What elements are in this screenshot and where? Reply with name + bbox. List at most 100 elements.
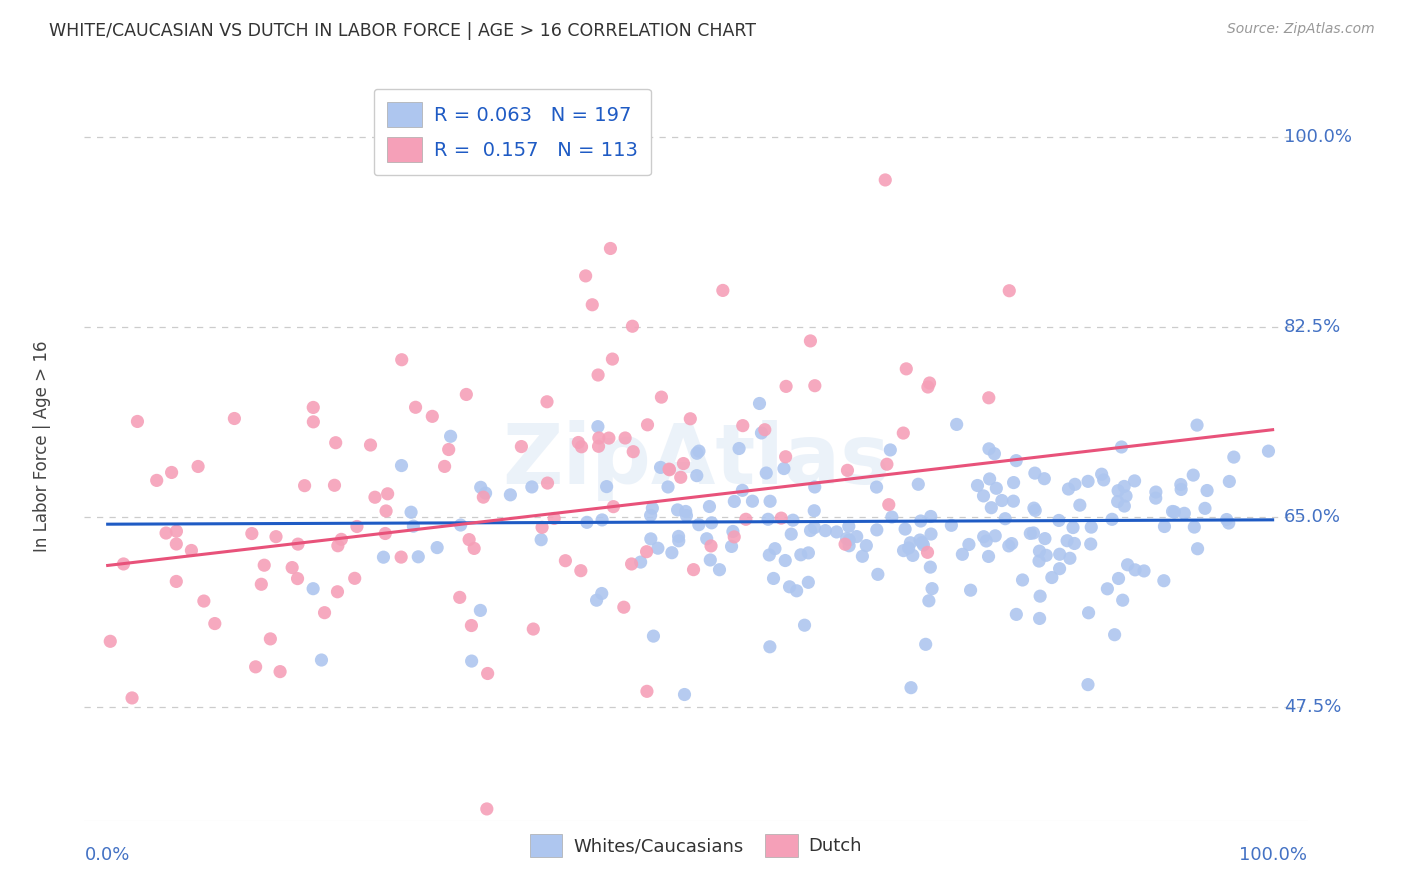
Point (647, 541, 669, 556)
Point (224, 411, 246, 425)
Point (294, 478, 316, 492)
Point (979, 472, 1001, 486)
Point (1107, 494, 1129, 508)
Point (204, 616, 226, 631)
Point (711, 284, 734, 298)
Point (814, 524, 837, 538)
Point (983, 447, 1005, 461)
Point (959, 583, 981, 598)
Point (1111, 593, 1133, 607)
Point (240, 526, 263, 541)
Point (287, 537, 309, 551)
Point (510, 440, 533, 454)
Point (1161, 504, 1184, 518)
Text: 100.0%: 100.0% (1284, 128, 1351, 145)
Point (918, 594, 941, 608)
Point (302, 401, 325, 415)
Point (391, 458, 413, 473)
Point (1001, 536, 1024, 550)
Point (908, 533, 931, 547)
Point (389, 550, 412, 565)
Point (658, 462, 681, 476)
Point (907, 477, 929, 491)
Point (1197, 483, 1219, 498)
Point (591, 586, 613, 600)
Point (901, 549, 924, 563)
Point (460, 654, 482, 668)
Point (688, 444, 710, 458)
Point (586, 419, 609, 434)
Point (977, 442, 1000, 456)
Point (825, 524, 848, 539)
Point (1170, 483, 1192, 497)
Point (1035, 549, 1057, 563)
Point (917, 545, 939, 559)
Point (530, 533, 553, 547)
Point (1115, 489, 1137, 503)
Point (1056, 533, 1078, 548)
Point (797, 575, 820, 590)
Point (571, 440, 593, 454)
Point (1215, 512, 1237, 526)
Point (728, 442, 751, 456)
Point (1185, 418, 1208, 433)
Point (474, 486, 496, 500)
Point (472, 490, 495, 504)
Point (879, 442, 901, 457)
Point (470, 480, 492, 494)
Point (900, 681, 922, 695)
Point (391, 352, 413, 367)
Point (977, 549, 1000, 564)
Point (673, 688, 696, 702)
Point (1108, 572, 1130, 586)
Point (112, 557, 135, 571)
Point (688, 517, 710, 532)
Point (770, 511, 793, 525)
Point (799, 524, 821, 538)
Point (1153, 519, 1175, 533)
Point (782, 513, 804, 527)
Point (877, 498, 900, 512)
Point (779, 580, 801, 594)
Point (375, 504, 398, 518)
Point (994, 511, 1017, 525)
Point (264, 530, 287, 544)
Point (621, 444, 644, 458)
Point (920, 560, 942, 574)
Point (575, 516, 598, 530)
Point (1005, 607, 1028, 622)
Point (520, 480, 543, 494)
Point (920, 509, 942, 524)
Point (661, 546, 683, 560)
Point (155, 526, 177, 541)
Point (343, 571, 366, 585)
Point (910, 514, 932, 528)
Point (1063, 536, 1085, 550)
Point (588, 431, 610, 445)
Point (686, 446, 709, 460)
Point (980, 500, 1002, 515)
Point (1218, 516, 1240, 530)
Point (360, 438, 382, 452)
Point (1163, 505, 1185, 519)
Point (377, 487, 399, 501)
Point (1029, 589, 1052, 603)
Point (1170, 477, 1192, 491)
Point (602, 500, 624, 514)
Point (269, 665, 291, 679)
Point (799, 334, 821, 348)
Point (1062, 520, 1084, 534)
Point (675, 508, 697, 523)
Point (941, 518, 963, 533)
Point (1144, 491, 1167, 505)
Point (637, 417, 659, 432)
Point (741, 494, 763, 508)
Text: 82.5%: 82.5% (1284, 318, 1341, 335)
Point (748, 396, 770, 410)
Point (1064, 477, 1087, 491)
Point (893, 543, 915, 558)
Point (456, 387, 478, 401)
Point (803, 480, 825, 494)
Point (866, 523, 889, 537)
Point (1005, 453, 1028, 467)
